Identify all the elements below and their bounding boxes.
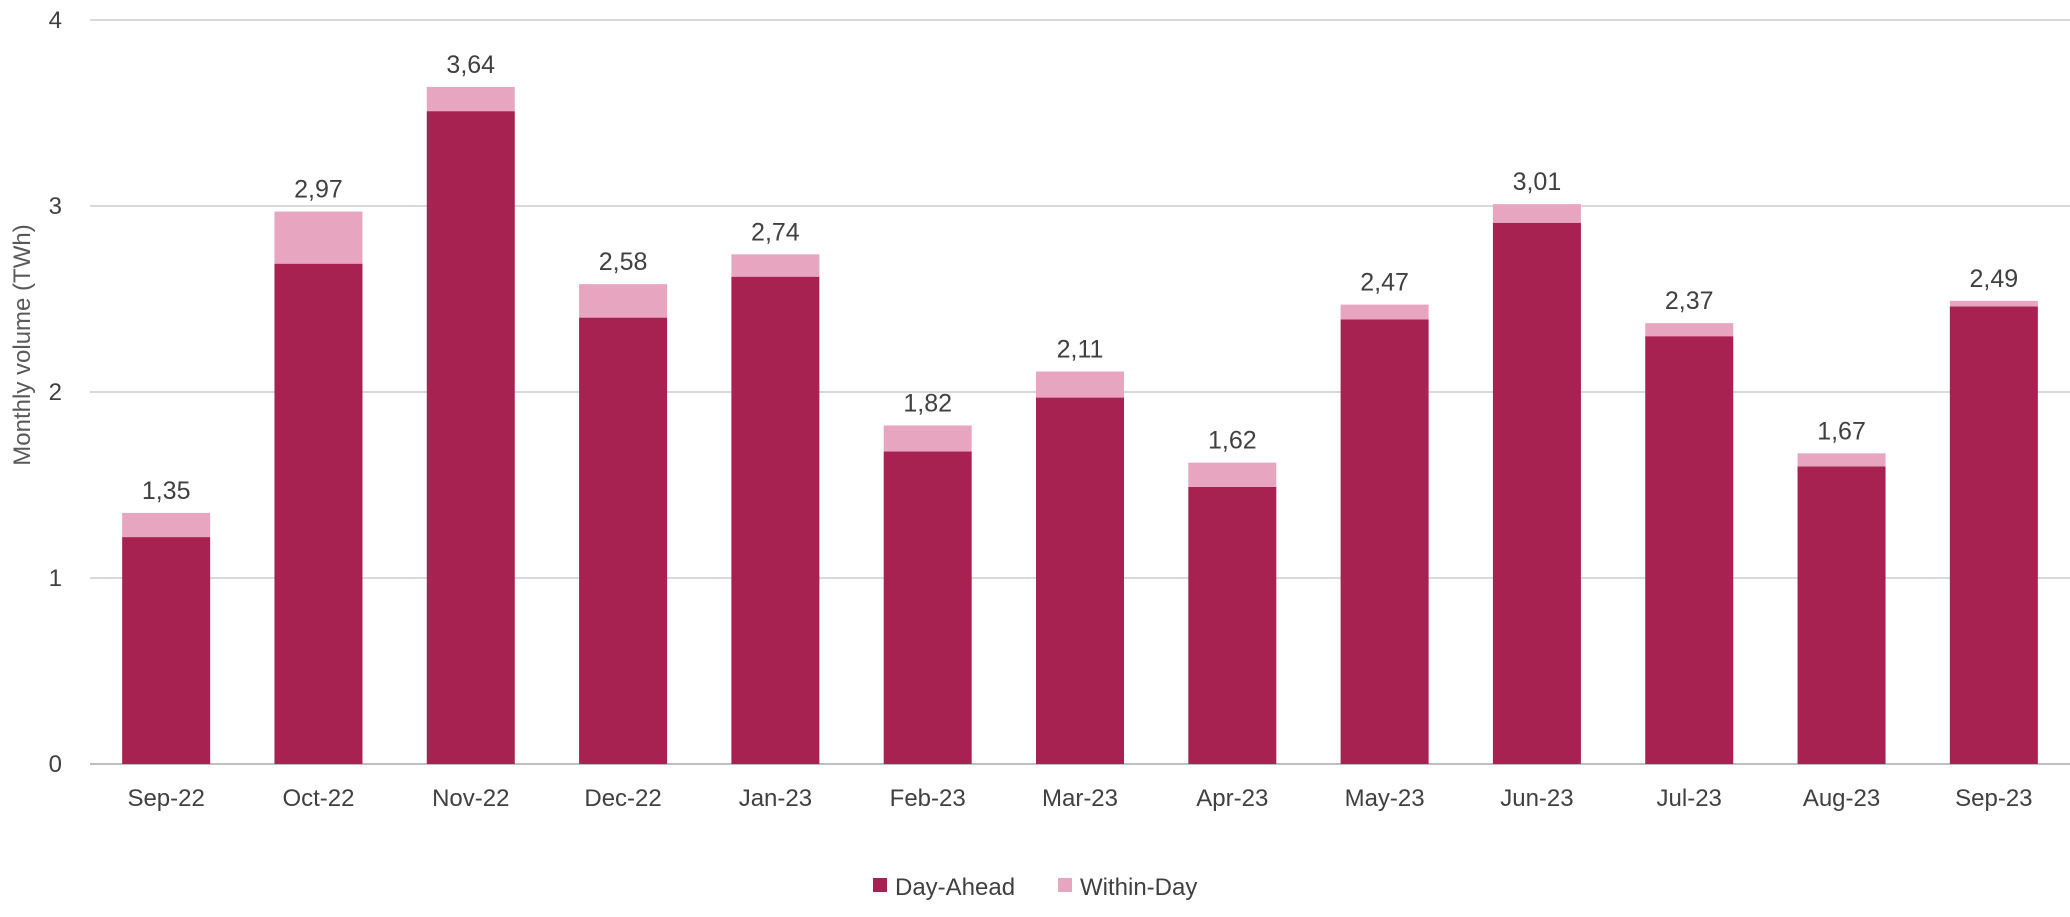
bar-day-ahead	[1340, 319, 1429, 764]
bar-day-ahead	[426, 111, 515, 764]
bar-within-day	[883, 425, 972, 452]
data-label: 2,49	[1970, 265, 2019, 293]
data-label: 1,82	[903, 389, 952, 417]
bar-within-day	[1949, 300, 2038, 307]
x-tick-label: Sep-22	[127, 785, 204, 812]
data-label: 3,01	[1513, 168, 1562, 196]
bar-within-day	[1492, 204, 1581, 223]
x-tick-label: Jul-23	[1657, 785, 1722, 812]
y-axis-title: Monthly volume (TWh)	[9, 224, 36, 465]
data-label: 3,64	[446, 51, 495, 79]
x-axis-ticks: Sep-22 Oct-22 Nov-22 Dec-22 Jan-23 Feb-23 Mar-…	[127, 785, 2032, 812]
legend: Day-Ahead Within-Day	[873, 874, 1197, 901]
bar-within-day	[122, 512, 211, 538]
data-label: 2,97	[294, 176, 343, 204]
data-label: 1,35	[142, 477, 191, 505]
bar-within-day	[1340, 304, 1429, 320]
x-tick-label: Jan-23	[739, 785, 812, 812]
bar-within-day	[1188, 462, 1277, 487]
data-label: 1,67	[1817, 417, 1866, 445]
x-tick-label: Feb-23	[890, 785, 966, 812]
bar-within-day	[1645, 323, 1734, 337]
bar-within-day	[426, 86, 515, 112]
y-axis-ticks: 0 1 2 3 4	[49, 7, 62, 778]
legend-swatch	[873, 878, 887, 892]
legend-label: Day-Ahead	[895, 874, 1015, 901]
y-tick-label: 0	[49, 751, 62, 778]
x-tick-label: Aug-23	[1803, 785, 1880, 812]
legend-swatch	[1058, 878, 1072, 892]
bar-day-ahead	[883, 451, 972, 764]
data-label: 1,62	[1208, 427, 1257, 455]
data-label: 2,11	[1057, 336, 1104, 364]
bars: 1,35 2,97 3,64 2,58 2,74 1,82 2,11 1,62 2,47 3,01…	[122, 51, 2038, 765]
x-tick-label: Apr-23	[1196, 785, 1268, 812]
bar-day-ahead	[1188, 486, 1277, 764]
bar-day-ahead	[579, 317, 668, 764]
data-label: 2,58	[599, 248, 648, 276]
bar-day-ahead	[731, 276, 820, 764]
data-label: 2,74	[751, 218, 800, 246]
x-tick-label: Jun-23	[1500, 785, 1573, 812]
bar-day-ahead	[1036, 397, 1124, 764]
x-tick-label: Oct-22	[282, 785, 354, 812]
bar-day-ahead	[1949, 306, 2038, 764]
x-tick-label: Nov-22	[432, 785, 509, 812]
x-tick-label: Mar-23	[1042, 785, 1118, 812]
bar-within-day	[731, 254, 820, 277]
y-tick-label: 1	[49, 565, 62, 592]
bar-day-ahead	[1797, 466, 1886, 764]
bar-day-ahead	[1492, 222, 1581, 765]
legend-label: Within-Day	[1080, 874, 1197, 901]
x-tick-label: Sep-23	[1955, 785, 2032, 812]
x-tick-label: Dec-22	[584, 785, 661, 812]
y-tick-label: 2	[49, 379, 62, 406]
bar-within-day	[274, 211, 363, 264]
data-label: 2,37	[1665, 287, 1714, 315]
bar-day-ahead	[122, 537, 211, 764]
bar-within-day	[1036, 371, 1124, 398]
bar-day-ahead	[274, 263, 363, 764]
y-tick-label: 3	[49, 193, 62, 220]
x-tick-label: May-23	[1345, 785, 1425, 812]
bar-within-day	[579, 284, 668, 318]
bar-day-ahead	[1645, 336, 1734, 764]
data-label: 2,47	[1360, 269, 1409, 297]
bar-within-day	[1797, 453, 1886, 467]
y-tick-label: 4	[49, 7, 62, 34]
